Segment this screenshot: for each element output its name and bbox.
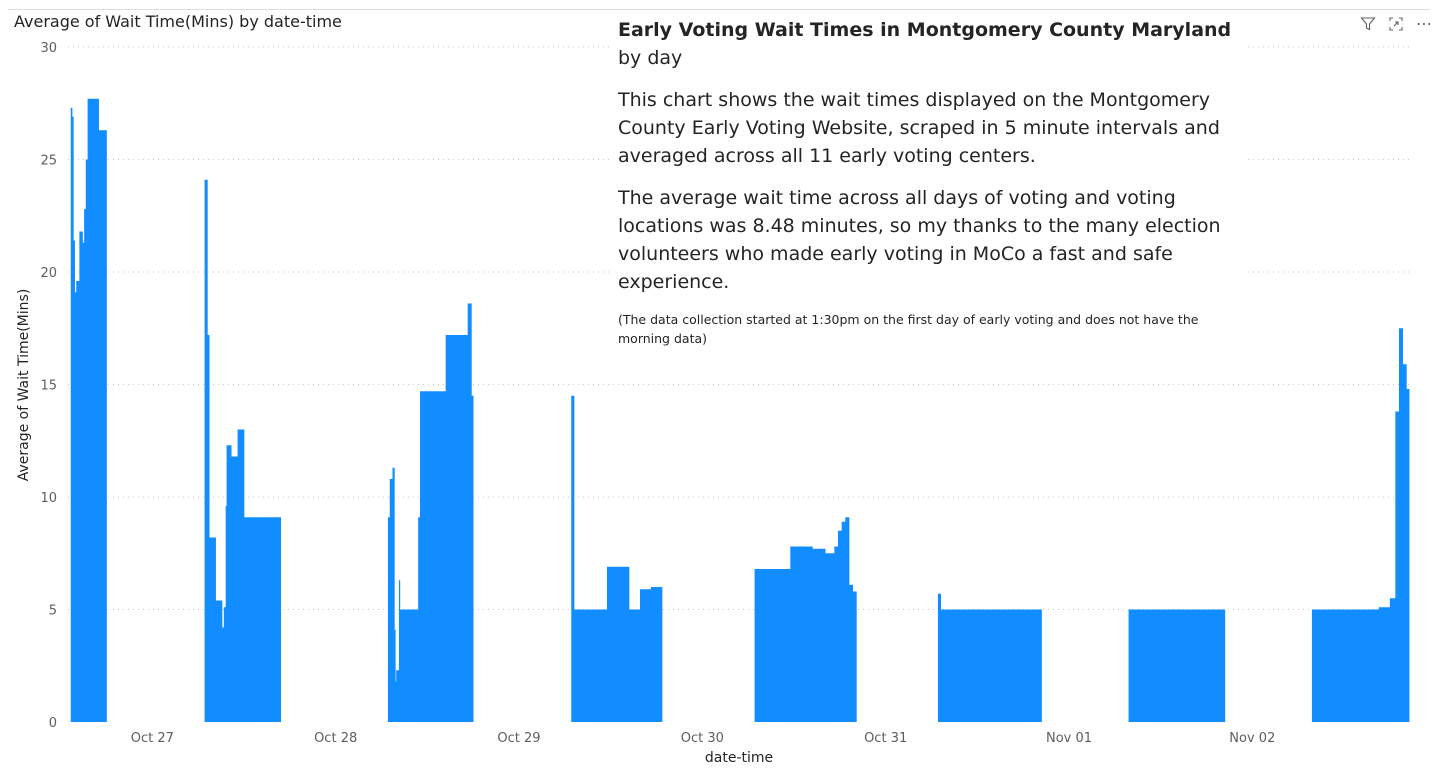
bar[interactable]	[812, 548, 826, 722]
filter-button[interactable]	[1358, 14, 1378, 34]
focus-mode-button[interactable]	[1386, 14, 1406, 34]
bar[interactable]	[72, 116, 74, 722]
bar[interactable]	[445, 335, 469, 722]
bar[interactable]	[651, 587, 663, 722]
focus-mode-icon	[1389, 17, 1403, 31]
bar[interactable]	[834, 546, 839, 723]
bar[interactable]	[82, 242, 85, 722]
bar[interactable]	[838, 530, 843, 722]
more-options-icon: ⋯	[1416, 14, 1432, 33]
text-box-title-bold: Early Voting Wait Times in Montgomery Co…	[618, 19, 1232, 41]
x-tick-label: Nov 02	[1229, 731, 1275, 746]
bar[interactable]	[76, 281, 80, 722]
y-axis-ticks: 0 5 10 15 20 25 30	[40, 41, 57, 731]
bar[interactable]	[418, 517, 421, 722]
x-tick-label: Nov 01	[1046, 731, 1092, 746]
bar[interactable]	[387, 517, 391, 722]
y-tick-label: 25	[40, 154, 57, 169]
bar[interactable]	[85, 159, 88, 723]
bar[interactable]	[845, 517, 850, 722]
bar[interactable]	[209, 537, 216, 723]
bar[interactable]	[396, 670, 400, 722]
bar[interactable]	[467, 303, 472, 723]
bar[interactable]	[1311, 609, 1380, 723]
chart-title: Average of Wait Time(Mins) by date-time	[14, 12, 342, 31]
bar[interactable]	[1378, 607, 1391, 722]
text-box-title: Early Voting Wait Times in Montgomery Co…	[618, 16, 1242, 72]
bar[interactable]	[392, 467, 395, 722]
bar[interactable]	[852, 591, 857, 723]
y-axis-title: Average of Wait Time(Mins)	[16, 289, 32, 482]
bar[interactable]	[420, 391, 447, 722]
more-options-button[interactable]: ⋯	[1414, 14, 1434, 34]
bar[interactable]	[940, 609, 1042, 723]
text-box: Early Voting Wait Times in Montgomery Co…	[612, 14, 1248, 346]
x-tick-label: Oct 31	[864, 731, 907, 746]
text-box-paragraph-1: This chart shows the wait times displaye…	[618, 89, 1220, 167]
x-axis-title: date-time	[705, 750, 773, 766]
bar[interactable]	[640, 589, 652, 722]
y-tick-label: 10	[40, 491, 57, 506]
y-tick-label: 20	[40, 266, 57, 281]
bar[interactable]	[223, 607, 227, 722]
x-tick-label: Oct 29	[497, 731, 540, 746]
bar[interactable]	[222, 627, 225, 723]
bar[interactable]	[571, 395, 575, 722]
bar[interactable]	[471, 395, 474, 722]
bar[interactable]	[226, 445, 232, 722]
bar[interactable]	[204, 179, 208, 722]
bar[interactable]	[1402, 364, 1407, 722]
x-tick-label: Oct 30	[681, 731, 724, 746]
x-axis-ticks: Oct 27 Oct 28 Oct 29 Oct 30 Oct 31 Nov 01 Nov …	[131, 731, 1276, 746]
bar[interactable]	[841, 521, 846, 722]
y-tick-label: 15	[40, 379, 57, 394]
bar[interactable]	[70, 107, 73, 722]
visual-header-toolbar: ⋯	[1358, 13, 1434, 35]
bar[interactable]	[1399, 328, 1404, 722]
bar[interactable]	[237, 429, 245, 723]
bar[interactable]	[79, 231, 83, 723]
text-box-title-rest: by day	[618, 47, 683, 69]
bar[interactable]	[398, 580, 401, 722]
y-tick-label: 30	[40, 41, 57, 56]
bar[interactable]	[1406, 389, 1410, 722]
y-tick-label: 5	[49, 604, 57, 619]
bar[interactable]	[207, 335, 210, 722]
bar[interactable]	[394, 629, 396, 722]
bar[interactable]	[790, 546, 813, 723]
bar[interactable]	[395, 681, 397, 723]
bar[interactable]	[215, 600, 223, 723]
bar[interactable]	[225, 506, 227, 722]
bar[interactable]	[1128, 609, 1226, 723]
bar[interactable]	[574, 609, 608, 723]
bar[interactable]	[937, 593, 942, 722]
x-tick-label: Oct 27	[131, 731, 174, 746]
bar[interactable]	[87, 98, 99, 722]
bar[interactable]	[231, 456, 238, 723]
text-box-paragraph-2: The average wait time across all days of…	[618, 187, 1221, 293]
bar[interactable]	[1389, 598, 1396, 722]
text-box-note: (The data collection started at 1:30pm o…	[618, 312, 1199, 346]
y-tick-label: 0	[49, 716, 57, 731]
bar[interactable]	[73, 240, 75, 723]
bar[interactable]	[607, 566, 630, 722]
bar[interactable]	[399, 609, 419, 723]
bar-series[interactable]	[70, 98, 1410, 723]
bar[interactable]	[754, 569, 791, 722]
bar[interactable]	[825, 553, 835, 722]
bar[interactable]	[629, 609, 641, 723]
bar[interactable]	[1395, 411, 1400, 723]
bar[interactable]	[84, 209, 87, 722]
bar[interactable]	[244, 517, 282, 722]
bar[interactable]	[74, 292, 77, 722]
x-tick-label: Oct 28	[314, 731, 357, 746]
filter-icon	[1360, 17, 1376, 31]
bar[interactable]	[849, 584, 854, 722]
bar[interactable]	[389, 479, 393, 722]
bar[interactable]	[98, 130, 107, 722]
